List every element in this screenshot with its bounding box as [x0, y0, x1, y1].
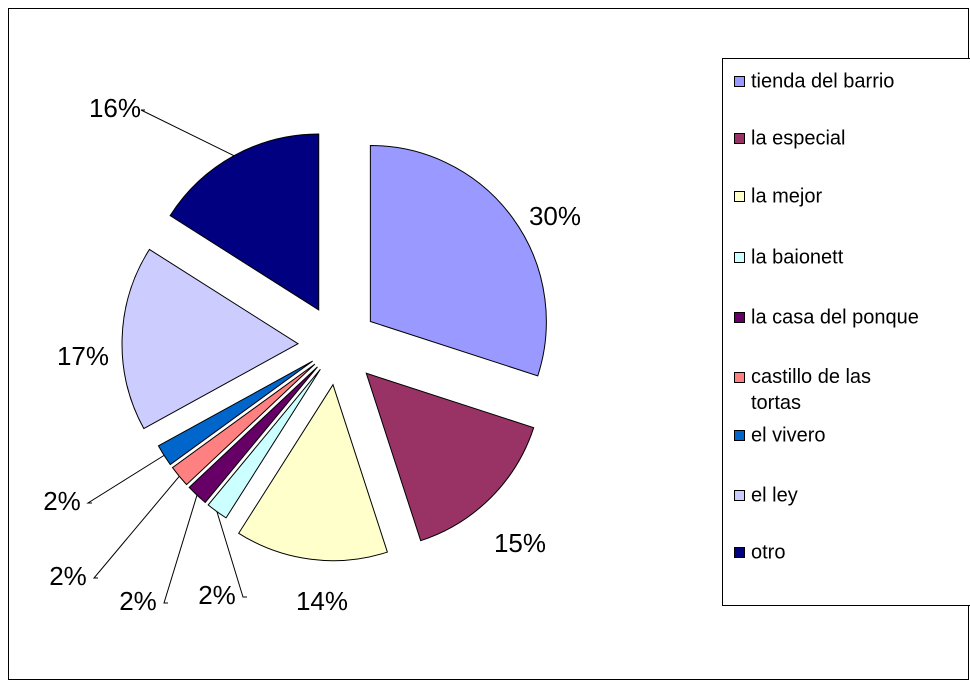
data-label: 17% — [57, 341, 109, 371]
data-label: 15% — [494, 528, 546, 558]
legend-label: otro — [751, 541, 785, 563]
legend-swatch — [735, 313, 745, 323]
legend-label: tienda del barrio — [751, 70, 894, 92]
legend-label: la casa del ponque — [751, 306, 919, 328]
data-label: 2% — [119, 586, 157, 616]
legend-swatch — [735, 253, 745, 263]
legend-swatch — [735, 192, 745, 202]
data-label: 2% — [198, 580, 236, 610]
legend-label: el vivero — [751, 424, 825, 446]
data-label: 14% — [296, 586, 348, 616]
legend-swatch — [735, 134, 745, 144]
legend-label: la baionett — [751, 246, 844, 268]
data-label: 2% — [43, 486, 81, 516]
legend-label: la especial — [751, 127, 846, 149]
legend-swatch — [735, 431, 745, 441]
data-label: 16% — [89, 93, 141, 123]
legend-label: el ley — [751, 484, 798, 506]
legend-label: la mejor — [751, 185, 822, 207]
legend-swatch — [735, 491, 745, 501]
legend-line: tortas — [751, 392, 801, 414]
data-label: 30% — [529, 201, 581, 231]
data-label: 2% — [49, 561, 87, 591]
legend-line: castillo de las — [751, 366, 871, 388]
legend-swatch — [735, 77, 745, 87]
legend-swatch — [735, 548, 745, 558]
legend-swatch — [735, 373, 745, 383]
